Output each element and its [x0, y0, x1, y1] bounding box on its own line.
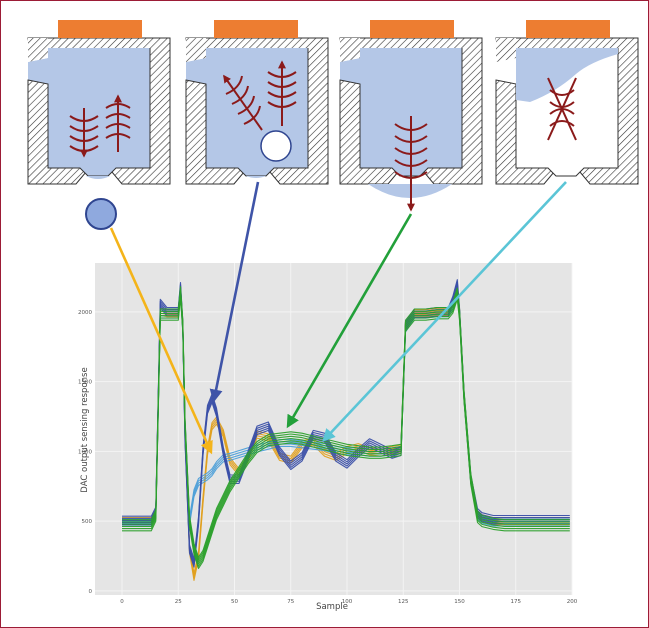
y-axis-title: DAC output sensing response [80, 367, 90, 492]
x-tick-label: 75 [287, 599, 294, 605]
x-tick-label: 200 [567, 599, 578, 605]
cyan-callout-arrow [322, 181, 567, 442]
x-tick-label: 100 [342, 599, 353, 605]
x-tick-label: 175 [511, 599, 522, 605]
nozzle-state-1-icon [27, 20, 171, 185]
y-tick-label: 2000 [78, 310, 92, 316]
y-tick-label: 1000 [78, 449, 92, 455]
x-tick-label: 150 [454, 599, 465, 605]
nozzle-state-2-icon [185, 20, 329, 185]
series-3-line [122, 286, 570, 558]
ejected-droplet-icon [85, 198, 117, 230]
nozzle-state-3-icon [339, 20, 483, 212]
y-tick-label: 0 [89, 589, 93, 595]
x-tick-label: 50 [231, 599, 238, 605]
green-callout-arrow [286, 213, 413, 429]
series-lines [122, 279, 570, 581]
x-tick-label: 0 [120, 599, 124, 605]
x-tick-label: 125 [398, 599, 409, 605]
callout-arrows [109, 181, 567, 455]
x-axis-title: Sample [316, 602, 348, 612]
y-tick-label: 500 [82, 519, 93, 525]
x-tick-label: 25 [175, 599, 182, 605]
blue-callout-arrow [209, 181, 260, 403]
air-bubble-icon [260, 130, 292, 162]
nozzle-state-4-icon [495, 20, 639, 185]
y-tick-label: 1500 [78, 380, 92, 386]
yellow-callout-arrow [109, 227, 213, 455]
